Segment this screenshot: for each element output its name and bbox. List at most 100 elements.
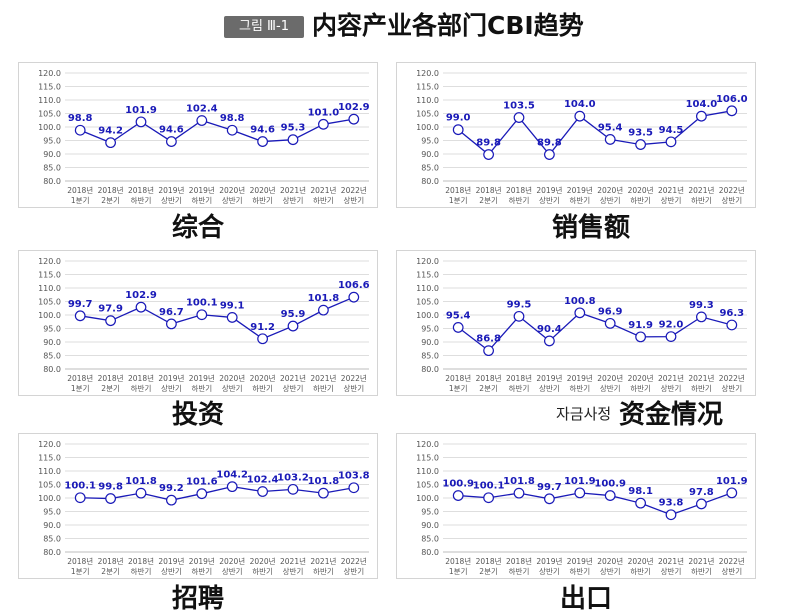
- x-tick-label: 1분기: [71, 567, 90, 576]
- x-tick-label: 2019년: [536, 185, 562, 195]
- x-tick-label: 하반기: [191, 383, 212, 393]
- x-tick-label: 2018년: [128, 373, 154, 383]
- data-label: 99.1: [220, 300, 245, 311]
- x-tick-label: 2018년: [506, 373, 532, 383]
- x-tick-label: 상반기: [721, 383, 742, 393]
- x-tick-label: 1분기: [449, 384, 468, 393]
- data-point: [543, 335, 555, 347]
- line-chart-funding: 80.0 85.0 90.0 95.0 100.0 105.0 110.0 115.0 120.…: [416, 257, 747, 393]
- x-tick-label: 상반기: [343, 566, 364, 576]
- data-label: 98.8: [220, 113, 245, 124]
- x-tick-label: 상반기: [539, 195, 560, 205]
- x-tick-label: 1분기: [449, 196, 468, 205]
- x-tick-label: 상반기: [661, 383, 682, 393]
- x-tick-label: 2분기: [479, 196, 498, 205]
- x-tick-label: 하반기: [252, 195, 273, 205]
- figure-number-badge: 그림 Ⅲ-1: [224, 16, 304, 38]
- data-point: [665, 509, 677, 521]
- y-tick-label: 95.0: [421, 137, 439, 146]
- y-tick-label: 80.0: [43, 177, 61, 186]
- x-tick-label: 2020년: [597, 185, 623, 195]
- x-tick-label: 2분기: [479, 567, 498, 576]
- data-label: 99.5: [507, 299, 532, 310]
- data-point: [513, 112, 525, 123]
- data-point: [74, 124, 86, 136]
- data-label: 100.9: [442, 479, 474, 490]
- chart-caption-sales: 销售额: [552, 213, 631, 243]
- x-tick-label: 2020년: [628, 185, 654, 195]
- y-tick-label: 105.0: [416, 298, 439, 307]
- data-point: [257, 333, 269, 345]
- data-point: [635, 139, 647, 150]
- y-tick-label: 100.0: [38, 311, 61, 320]
- y-tick-label: 85.0: [43, 535, 61, 544]
- y-tick-label: 110.0: [38, 96, 61, 105]
- data-point: [196, 488, 208, 500]
- x-tick-label: 상반기: [283, 383, 304, 393]
- data-point: [543, 493, 555, 505]
- y-tick-label: 100.0: [416, 494, 439, 503]
- y-tick-label: 85.0: [43, 164, 61, 173]
- x-tick-label: 2019년: [567, 185, 593, 195]
- y-tick-label: 105.0: [38, 481, 61, 490]
- data-label: 100.8: [564, 296, 596, 307]
- y-tick-label: 80.0: [421, 365, 439, 374]
- x-tick-label: 2021년: [310, 185, 336, 195]
- y-tick-label: 85.0: [43, 352, 61, 361]
- data-point: [348, 291, 360, 303]
- y-tick-label: 120.0: [38, 257, 61, 266]
- x-tick-label: 2022년: [719, 185, 745, 195]
- data-point: [513, 487, 525, 499]
- x-tick-label: 2021년: [280, 556, 306, 566]
- x-tick-label: 2분기: [479, 384, 498, 393]
- data-label: 100.1: [64, 481, 96, 492]
- data-point: [226, 124, 238, 136]
- y-tick-label: 95.0: [43, 137, 61, 146]
- figure-title: 内容产业各部门CBI趋势: [312, 11, 584, 40]
- y-tick-label: 85.0: [421, 535, 439, 544]
- x-tick-label: 2020년: [597, 373, 623, 383]
- data-point: [287, 483, 299, 495]
- y-tick-label: 95.0: [421, 325, 439, 334]
- x-tick-label: 2018년: [67, 556, 93, 566]
- line-chart-investment: 80.0 85.0 90.0 95.0 100.0 105.0 110.0 115.0 120.…: [38, 257, 370, 393]
- x-tick-label: 2020년: [219, 556, 245, 566]
- data-label: 98.8: [68, 113, 93, 124]
- x-tick-label: 상반기: [343, 383, 364, 393]
- data-label: 101.8: [503, 476, 535, 487]
- data-point: [287, 134, 299, 146]
- y-tick-label: 90.0: [43, 150, 61, 159]
- x-tick-label: 2018년: [98, 373, 124, 383]
- data-point: [318, 487, 329, 499]
- x-tick-label: 2021년: [310, 373, 336, 383]
- data-label: 89.8: [537, 138, 562, 149]
- x-tick-label: 상반기: [600, 383, 621, 393]
- data-point: [226, 481, 238, 493]
- data-label: 101.9: [125, 105, 157, 116]
- data-label: 102.9: [338, 102, 370, 113]
- x-tick-label: 2020년: [250, 373, 276, 383]
- x-tick-label: 2018년: [128, 556, 154, 566]
- data-point: [452, 322, 464, 333]
- chart-panel-hiring: 80.0 85.0 90.0 95.0 100.0 105.0 110.0 115.0 120.…: [18, 433, 378, 579]
- y-tick-label: 90.0: [421, 338, 439, 347]
- data-label: 94.6: [159, 125, 184, 136]
- data-label: 96.3: [719, 308, 744, 319]
- series-line: [457, 312, 732, 352]
- chart-panel-composite: 80.0 85.0 90.0 95.0 100.0 105.0 110.0 115.0 120.…: [18, 62, 378, 208]
- y-tick-label: 120.0: [38, 69, 61, 78]
- x-tick-label: 하반기: [131, 195, 152, 205]
- y-tick-label: 80.0: [43, 365, 61, 374]
- data-label: 95.9: [281, 309, 306, 320]
- data-label: 101.8: [308, 476, 340, 487]
- data-label: 94.2: [98, 126, 123, 137]
- y-tick-label: 95.0: [43, 325, 61, 334]
- data-label: 103.8: [338, 471, 370, 482]
- x-tick-label: 상반기: [161, 195, 182, 205]
- x-tick-label: 하반기: [313, 383, 334, 393]
- y-tick-label: 95.0: [43, 508, 61, 517]
- x-tick-label: 2019년: [158, 373, 184, 383]
- x-tick-label: 상반기: [343, 195, 364, 205]
- x-tick-label: 2020년: [628, 556, 654, 566]
- data-label: 99.2: [159, 483, 184, 494]
